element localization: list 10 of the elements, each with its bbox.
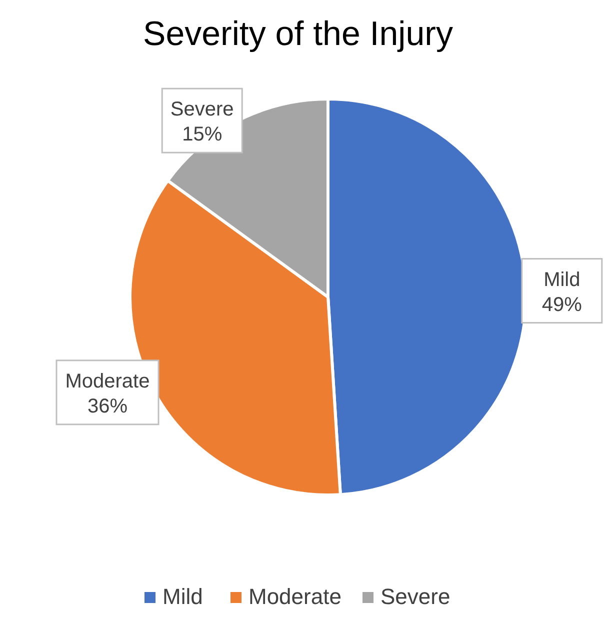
slice-label: Moderate	[65, 370, 150, 392]
data-label: 36%	[87, 395, 128, 418]
legend-label: Moderate	[248, 584, 342, 609]
legend-label: Severe	[380, 584, 450, 609]
chart-title: Severity of the Injury	[143, 15, 453, 53]
slice-label: Severe	[170, 98, 234, 121]
data-label: 49%	[542, 294, 582, 316]
data-label: 15%	[182, 124, 222, 146]
slice-label: Mild	[544, 268, 580, 291]
legend-label: Mild	[162, 584, 203, 609]
